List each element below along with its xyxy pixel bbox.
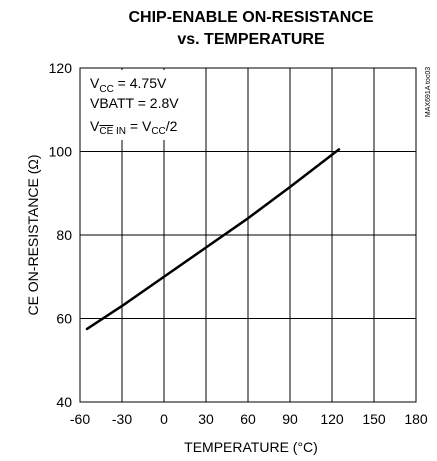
tick-label-layer: -60 -30 0 30 60 90 120 150 180 40 60 80 100 120: [49, 60, 428, 427]
series-layer: [85, 148, 341, 331]
grid-layer: [79, 67, 417, 403]
x-tick-label: 150: [362, 411, 386, 427]
chart-title-line2: vs. TEMPERATURE: [177, 31, 325, 48]
x-tick-label: 180: [404, 411, 428, 427]
y-tick-label: 60: [56, 311, 72, 327]
annotation-vbatt: VBATT = 2.8V: [90, 95, 179, 111]
x-tick-label: -60: [70, 411, 90, 427]
x-tick-label: 60: [240, 411, 256, 427]
y-tick-label: 40: [56, 394, 72, 410]
y-axis-label: CE ON-RESISTANCE (Ω): [25, 154, 41, 315]
annotation-background: [82, 70, 200, 140]
x-axis-label: TEMPERATURE (°C): [184, 439, 318, 455]
series-line: [85, 148, 341, 331]
y-tick-label: 120: [49, 60, 73, 76]
y-tick-label: 100: [49, 144, 73, 160]
x-tick-label: 30: [198, 411, 214, 427]
x-tick-label: 0: [160, 411, 168, 427]
figure-code: MAX691A toc03: [425, 67, 432, 117]
chart-title-line1: CHIP-ENABLE ON-RESISTANCE: [128, 9, 373, 26]
x-tick-label: 90: [282, 411, 298, 427]
annotation-vcc: VCC = 4.75V: [90, 75, 167, 95]
y-tick-label: 80: [56, 227, 72, 243]
annotation-vce: VCE IN = VCC/2: [90, 118, 178, 137]
x-tick-label: 120: [320, 411, 344, 427]
x-tick-label: -30: [112, 411, 132, 427]
